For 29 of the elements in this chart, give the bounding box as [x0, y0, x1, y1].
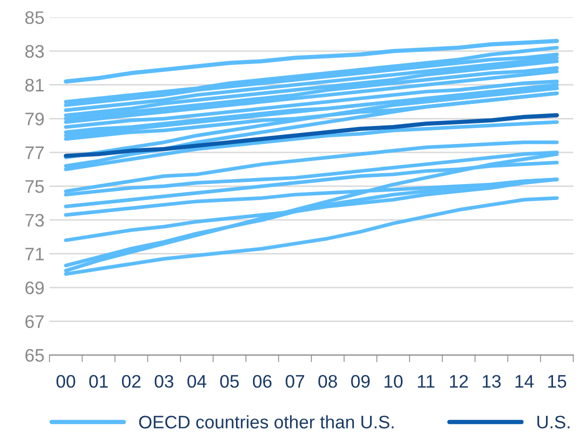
y-tick-label: 83: [25, 45, 44, 58]
y-tick-label: 79: [25, 112, 44, 126]
x-tick-label: 06: [252, 374, 272, 388]
x-tick-label: 14: [516, 375, 534, 388]
x-tick-label: 13: [482, 374, 501, 388]
legend-label: U.S.: [537, 416, 570, 428]
x-tick-label: 10: [384, 374, 403, 388]
x-tick-label: 00: [56, 374, 76, 388]
x-tick-label: 05: [220, 374, 239, 388]
legend-label: OECD countries other than U.S.: [139, 415, 394, 428]
y-tick-label: 75: [25, 180, 44, 193]
y-tick-label: 65: [25, 348, 44, 362]
x-tick-label: 11: [418, 375, 434, 388]
y-tick-label: 67: [25, 315, 44, 328]
x-tick-label: 15: [548, 375, 566, 388]
x-tick-label: 12: [450, 374, 468, 388]
x-tick-label: 03: [154, 374, 174, 388]
x-tick-label: 09: [351, 374, 370, 388]
y-tick-label: 73: [25, 214, 44, 227]
x-tick-label: 04: [187, 374, 206, 388]
y-tick-label: 69: [25, 281, 44, 294]
y-tick-label: 85: [25, 11, 44, 24]
y-tick-label: 71: [25, 248, 44, 260]
x-tick-label: 02: [122, 374, 140, 388]
x-tick-label: 07: [286, 374, 304, 388]
x-tick-label: 08: [318, 374, 337, 388]
y-tick-label: 77: [25, 146, 44, 159]
x-tick-label: 01: [89, 374, 108, 388]
y-tick-label: 81: [25, 78, 44, 92]
